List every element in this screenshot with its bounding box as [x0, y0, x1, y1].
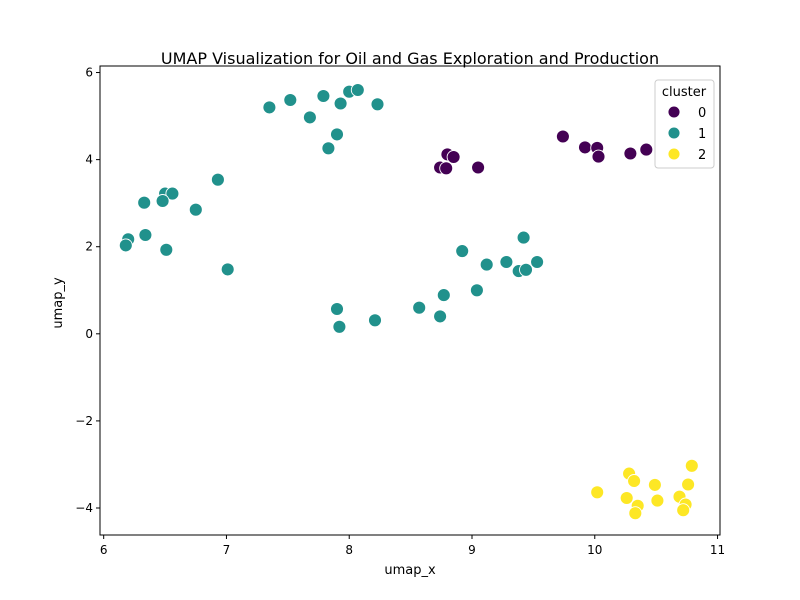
data-point-cluster-1	[118, 238, 133, 253]
data-point-cluster-1	[368, 313, 382, 328]
data-point-cluster-1	[333, 96, 348, 111]
data-point-cluster-1	[330, 127, 344, 142]
data-point-cluster-1	[412, 300, 427, 315]
y-tick-label: 6	[85, 66, 93, 80]
data-point-cluster-1	[262, 100, 277, 115]
data-point-cluster-2	[676, 503, 691, 518]
data-point-cluster-1	[479, 257, 494, 272]
legend-marker-cluster-1	[667, 126, 681, 140]
data-point-cluster-0	[446, 150, 461, 164]
data-point-cluster-0	[623, 146, 638, 161]
data-point-cluster-0	[471, 160, 486, 175]
data-point-cluster-2	[619, 491, 634, 505]
legend-label-cluster-1: 1	[698, 127, 706, 142]
x-tick-label: 6	[100, 543, 108, 557]
data-point-cluster-0	[439, 161, 454, 176]
x-tick-label: 10	[587, 543, 602, 557]
data-point-cluster-1	[433, 309, 448, 324]
plot-frame	[99, 65, 721, 536]
data-point-cluster-2	[647, 477, 662, 492]
y-tick-label: 2	[85, 240, 93, 254]
x-tick-label: 11	[710, 543, 725, 557]
legend-label-cluster-0: 0	[698, 106, 706, 121]
chart-title: UMAP Visualization for Oil and Gas Explo…	[161, 49, 659, 68]
y-tick-label: −4	[75, 501, 93, 515]
data-point-cluster-1	[469, 283, 484, 298]
y-tick-label: 0	[85, 327, 93, 341]
data-point-cluster-0	[555, 129, 570, 144]
data-point-cluster-1	[220, 262, 235, 277]
data-points	[118, 83, 699, 521]
data-point-cluster-0	[639, 142, 654, 157]
data-point-cluster-2	[628, 506, 643, 521]
data-point-cluster-1	[499, 255, 514, 269]
x-tick-label: 7	[223, 543, 231, 557]
data-point-cluster-1	[332, 319, 347, 334]
x-axis-label: umap_x	[384, 563, 436, 578]
data-point-cluster-1	[455, 244, 470, 259]
data-point-cluster-2	[650, 493, 665, 508]
legend-items: 0 1 2	[667, 105, 706, 163]
data-point-cluster-1	[516, 230, 531, 245]
data-point-cluster-0	[591, 149, 606, 164]
data-point-cluster-1	[316, 89, 331, 103]
data-point-cluster-1	[330, 302, 344, 316]
data-point-cluster-1	[436, 288, 451, 303]
legend-marker-cluster-0	[667, 105, 681, 119]
y-tick-label: −2	[75, 414, 93, 428]
data-point-cluster-0	[578, 140, 592, 155]
data-point-cluster-1	[155, 194, 170, 208]
data-point-cluster-2	[590, 485, 605, 500]
data-point-cluster-1	[137, 195, 152, 210]
legend-marker-cluster-2	[667, 147, 681, 161]
legend-label-cluster-2: 2	[698, 148, 706, 163]
y-axis-ticks: −4 −2 0 2 4 6	[75, 66, 100, 515]
data-point-cluster-1	[530, 255, 545, 269]
data-point-cluster-2	[684, 458, 699, 473]
data-point-cluster-1	[321, 141, 336, 156]
data-point-cluster-1	[210, 172, 225, 187]
x-tick-label: 9	[468, 543, 476, 557]
data-point-cluster-1	[350, 83, 365, 97]
data-point-cluster-1	[519, 262, 533, 277]
legend: cluster 0 1 2	[654, 79, 715, 169]
legend-box	[654, 79, 715, 169]
data-point-cluster-1	[165, 186, 180, 201]
data-point-cluster-1	[302, 110, 317, 125]
data-point-cluster-1	[138, 228, 153, 242]
data-point-cluster-2	[681, 477, 696, 492]
data-point-cluster-1	[188, 202, 203, 217]
x-axis-ticks: 6 7 8 9 10 11	[100, 535, 725, 557]
x-tick-label: 8	[345, 543, 353, 557]
data-point-cluster-1	[283, 93, 298, 107]
y-tick-label: 4	[85, 153, 93, 167]
data-point-cluster-2	[627, 474, 642, 488]
data-point-cluster-1	[159, 242, 174, 257]
y-axis-label: umap_y	[51, 277, 66, 329]
legend-title: cluster	[662, 85, 707, 100]
data-point-cluster-1	[370, 97, 385, 112]
